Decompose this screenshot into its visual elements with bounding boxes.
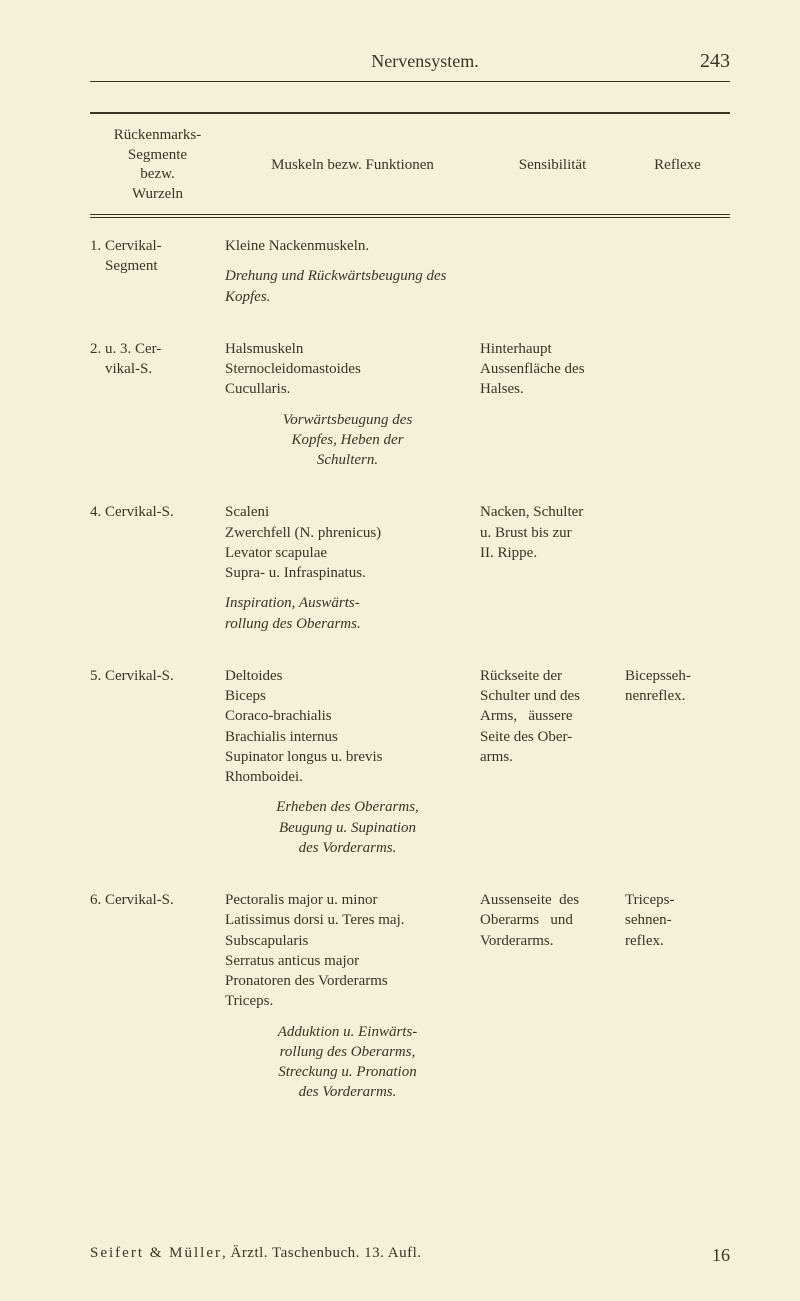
- movement-text: Inspiration, Auswärts-rollung des Oberar…: [225, 593, 470, 634]
- table-row: 4. Cervikal-S. ScaleniZwerchfell (N. phr…: [90, 502, 730, 634]
- table-body: 1. Cervikal- Segment Kleine Nackenmuskel…: [90, 236, 730, 1103]
- footer-page-ref: 16: [712, 1245, 730, 1266]
- header-rule: [90, 81, 730, 82]
- row-sensibility: Rückseite derSchulter und desArms, äusse…: [480, 666, 625, 858]
- row-muscles: HalsmuskelnSternocleidomastoidesCucullar…: [225, 339, 480, 471]
- row-sensibility: Nacken, Schulteru. Brust bis zurII. Ripp…: [480, 502, 625, 634]
- muscles-text: Kleine Nackenmuskeln.: [225, 238, 369, 254]
- row-reflexes: [625, 339, 730, 471]
- row-sensibility: Aussenseite desOberarms undVorderarms.: [480, 890, 625, 1103]
- footer-citation: Seifert & Müller, Ärztl. Taschenbuch. 13…: [90, 1245, 422, 1266]
- row-label: 5. Cervikal-S.: [90, 666, 225, 858]
- movement-text: Vorwärtsbeugung desKopfes, Heben derSchu…: [225, 410, 470, 471]
- row-sensibility: [480, 236, 625, 307]
- col2-header: Muskeln bezw. Funktionen: [225, 126, 480, 204]
- row-sensibility: HinterhauptAussenfläche desHalses.: [480, 339, 625, 471]
- col4-header: Reflexe: [625, 126, 730, 204]
- col3-header: Sensibilität: [480, 126, 625, 204]
- row-muscles: ScaleniZwerchfell (N. phrenicus)Levator …: [225, 502, 480, 634]
- row-label: 4. Cervikal-S.: [90, 502, 225, 634]
- footer-text: , Ärztl. Taschenbuch. 13. Aufl.: [222, 1245, 422, 1261]
- row-reflexes: Bicepsseh-nenreflex.: [625, 666, 730, 858]
- table-row: 2. u. 3. Cer- vikal-S. HalsmuskelnSterno…: [90, 339, 730, 471]
- page-footer: Seifert & Müller, Ärztl. Taschenbuch. 13…: [90, 1245, 730, 1266]
- row-label: 2. u. 3. Cer- vikal-S.: [90, 339, 225, 471]
- footer-authors: Seifert & Müller: [90, 1245, 222, 1261]
- page-number: 243: [700, 50, 730, 73]
- row-reflexes: Triceps-sehnen-reflex.: [625, 890, 730, 1103]
- table-header-rule-1: [90, 214, 730, 216]
- row-muscles: Pectoralis major u. minorLatissimus dors…: [225, 890, 480, 1103]
- row-reflexes: [625, 236, 730, 307]
- movement-text: Drehung und Rückwärtsbeugung des Kopfes.: [225, 266, 470, 307]
- table-top-rule: [90, 112, 730, 114]
- row-muscles: DeltoidesBicepsCoraco-brachialisBrachial…: [225, 666, 480, 858]
- page-header: Nervensystem. 243: [90, 50, 730, 73]
- row-reflexes: [625, 502, 730, 634]
- table-row: 6. Cervikal-S. Pectoralis major u. minor…: [90, 890, 730, 1103]
- header-title: Nervensystem.: [150, 51, 700, 72]
- col1-header: Rückenmarks-Segmentebezw.Wurzeln: [90, 126, 225, 204]
- table-header-row: Rückenmarks-Segmentebezw.Wurzeln Muskeln…: [90, 116, 730, 214]
- movement-text: Adduktion u. Einwärts-rollung des Oberar…: [225, 1022, 470, 1103]
- row-muscles: Kleine Nackenmuskeln. Drehung und Rückwä…: [225, 236, 480, 307]
- movement-text: Erheben des Oberarms,Beugung u. Supinati…: [225, 797, 470, 858]
- row-label: 6. Cervikal-S.: [90, 890, 225, 1103]
- row-label: 1. Cervikal- Segment: [90, 236, 225, 307]
- table-header-rule-2: [90, 217, 730, 218]
- table-row: 1. Cervikal- Segment Kleine Nackenmuskel…: [90, 236, 730, 307]
- table-row: 5. Cervikal-S. DeltoidesBicepsCoraco-bra…: [90, 666, 730, 858]
